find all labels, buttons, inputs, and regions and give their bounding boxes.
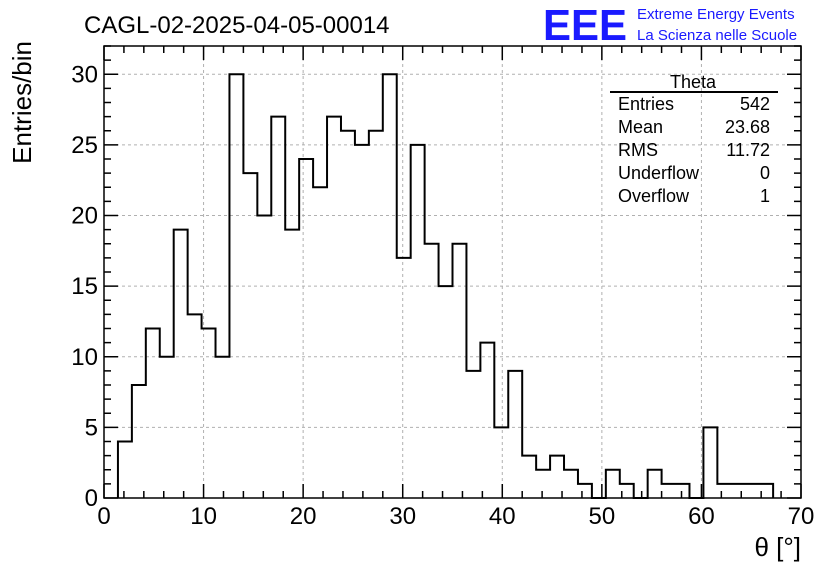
stats-row-value: 23.68 — [725, 117, 770, 137]
axis-ticks — [103, 45, 802, 499]
x-tick-label: 0 — [97, 503, 110, 530]
chart-title: CAGL-02-2025-04-05-00014 — [84, 12, 390, 39]
x-tick-label: 60 — [688, 503, 715, 530]
stats-box: Theta Entries 542 Mean 23.68 RMS 11.72 Underfl… — [610, 72, 778, 206]
stats-title: Theta — [670, 72, 717, 92]
x-tick-label: 10 — [190, 503, 217, 530]
stats-row-value: 542 — [740, 94, 770, 114]
x-tick-label: 20 — [290, 503, 317, 530]
x-tick-label: 30 — [389, 503, 416, 530]
logo-line-1: Extreme Energy Events — [637, 6, 795, 23]
y-axis-label: Entries/bin — [7, 41, 37, 164]
y-tick-label: 5 — [85, 414, 98, 441]
stats-row-label: Mean — [618, 117, 663, 137]
y-tick-label: 20 — [71, 203, 98, 230]
stats-row-value: 11.72 — [726, 140, 770, 160]
stats-row-label: RMS — [618, 140, 658, 160]
y-tick-label: 0 — [85, 485, 98, 512]
stats-row-value: 1 — [760, 186, 770, 206]
x-tick-label: 70 — [788, 503, 815, 530]
x-tick-labels: 0 10 20 30 40 50 60 70 — [97, 503, 814, 530]
y-tick-label: 10 — [71, 344, 98, 371]
y-tick-label: 15 — [71, 273, 98, 300]
y-tick-labels: 0 5 10 15 20 25 30 — [71, 61, 98, 512]
stats-row-label: Underflow — [618, 163, 700, 183]
x-tick-label: 50 — [589, 503, 616, 530]
eee-logo-mark: EEE — [543, 1, 627, 50]
logo-line-2: La Scienza nelle Scuole — [637, 27, 797, 44]
stats-row-label: Entries — [618, 94, 674, 114]
y-tick-label: 30 — [71, 61, 98, 88]
y-tick-label: 25 — [71, 132, 98, 159]
stats-row-value: 0 — [760, 163, 770, 183]
x-tick-label: 40 — [489, 503, 516, 530]
stats-row-label: Overflow — [618, 186, 690, 206]
x-axis-label: θ [°] — [754, 532, 801, 562]
